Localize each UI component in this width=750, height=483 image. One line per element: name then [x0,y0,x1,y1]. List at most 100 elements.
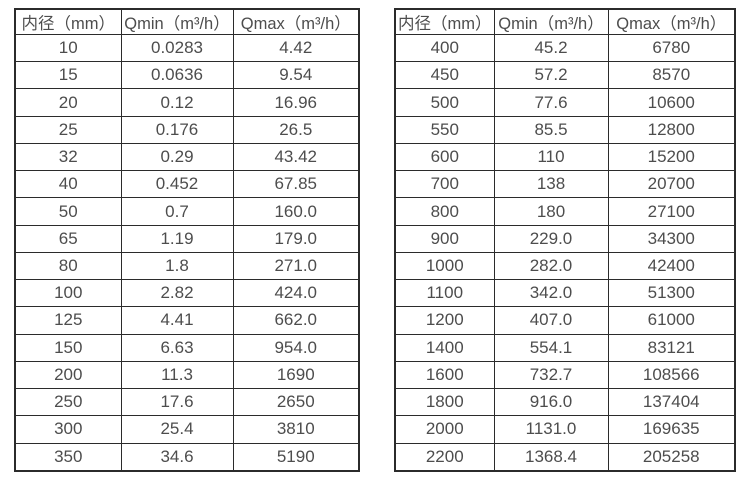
table-row: 1000 282.0 42400 [394,251,736,281]
column-header: Qmin（m³/h） [120,8,234,35]
table-cell: 16.96 [232,88,360,117]
table-row: 300 25.4 3810 [14,415,360,444]
table-cell: 2000 [394,415,495,444]
table-cell: 400 [394,33,495,63]
table-cell: 25.4 [120,415,234,444]
table-cell: 200 [14,360,122,390]
table-row: 15 0.0636 9.54 [14,61,360,90]
table-row: 1600 732.7 108566 [394,360,736,390]
table-row: 600 110 15200 [394,142,736,172]
table-cell: 282.0 [493,251,609,281]
table-cell: 916.0 [493,388,609,417]
flow-table-right: 内径（mm） Qmin（m³/h） Qmax（m³/h） 400 45.2 6780 450… [394,8,736,472]
table-cell: 0.29 [120,142,234,172]
table-row: 400 45.2 6780 [394,33,736,63]
table-cell: 110 [493,142,609,172]
table-cell: 32 [14,142,122,172]
table-row: 1200 407.0 61000 [394,306,736,335]
table-cell: 150 [14,333,122,362]
table-cell: 229.0 [493,224,609,253]
table-cell: 40 [14,170,122,199]
table-cell: 180 [493,197,609,226]
table-cell: 600 [394,142,495,172]
table-cell: 700 [394,170,495,199]
table-cell: 10 [14,33,122,63]
table-cell: 6780 [607,33,736,63]
table-cell: 1000 [394,251,495,281]
table-cell: 34300 [607,224,736,253]
table-cell: 10600 [607,88,736,117]
table-cell: 12800 [607,115,736,144]
table-cell: 954.0 [232,333,360,362]
table-cell: 0.7 [120,197,234,226]
table-cell: 137404 [607,388,736,417]
table-cell: 407.0 [493,306,609,335]
table-row: 200 11.3 1690 [14,360,360,390]
table-cell: 0.452 [120,170,234,199]
table-row: 40 0.452 67.85 [14,170,360,199]
table-cell: 43.42 [232,142,360,172]
table-cell: 1.8 [120,251,234,281]
table-row: 150 6.63 954.0 [14,333,360,362]
table-row: 500 77.6 10600 [394,88,736,117]
table-cell: 80 [14,251,122,281]
table-cell: 1600 [394,360,495,390]
table-cell: 0.0636 [120,61,234,90]
table-row: 10 0.0283 4.42 [14,33,360,63]
table-cell: 51300 [607,279,736,308]
table-cell: 100 [14,279,122,308]
table-cell: 6.63 [120,333,234,362]
table-cell: 1.19 [120,224,234,253]
table-cell: 5190 [232,442,360,472]
table-row: 800 180 27100 [394,197,736,226]
table-cell: 800 [394,197,495,226]
table-row: 2200 1368.4 205258 [394,442,736,472]
table-cell: 8570 [607,61,736,90]
table-cell: 350 [14,442,122,472]
table-cell: 1800 [394,388,495,417]
table-cell: 27100 [607,197,736,226]
table-row: 25 0.176 26.5 [14,115,360,144]
table-row: 1400 554.1 83121 [394,333,736,362]
column-header: Qmin（m³/h） [493,8,609,35]
table-cell: 17.6 [120,388,234,417]
table-cell: 4.42 [232,33,360,63]
column-header: 内径（mm） [394,8,495,35]
table-cell: 77.6 [493,88,609,117]
table-cell: 15 [14,61,122,90]
table-cell: 26.5 [232,115,360,144]
table-cell: 2200 [394,442,495,472]
table-row: 2000 1131.0 169635 [394,415,736,444]
table-row: 1800 916.0 137404 [394,388,736,417]
header-row: 内径（mm） Qmin（m³/h） Qmax（m³/h） [394,8,736,35]
table-cell: 65 [14,224,122,253]
table-cell: 500 [394,88,495,117]
table-cell: 57.2 [493,61,609,90]
column-header: 内径（mm） [14,8,122,35]
column-header: Qmax（m³/h） [232,8,360,35]
table-cell: 1100 [394,279,495,308]
table-cell: 450 [394,61,495,90]
table-cell: 424.0 [232,279,360,308]
table-cell: 4.41 [120,306,234,335]
table-row: 80 1.8 271.0 [14,251,360,281]
table-cell: 83121 [607,333,736,362]
table-cell: 20700 [607,170,736,199]
table-row: 100 2.82 424.0 [14,279,360,308]
table-cell: 342.0 [493,279,609,308]
table-cell: 42400 [607,251,736,281]
table-cell: 732.7 [493,360,609,390]
table-cell: 61000 [607,306,736,335]
table-row: 1100 342.0 51300 [394,279,736,308]
table-cell: 50 [14,197,122,226]
table-cell: 1131.0 [493,415,609,444]
table-cell: 11.3 [120,360,234,390]
table-cell: 138 [493,170,609,199]
table-cell: 205258 [607,442,736,472]
table-cell: 662.0 [232,306,360,335]
column-header: Qmax（m³/h） [607,8,736,35]
table-cell: 3810 [232,415,360,444]
table-row: 125 4.41 662.0 [14,306,360,335]
table-cell: 108566 [607,360,736,390]
